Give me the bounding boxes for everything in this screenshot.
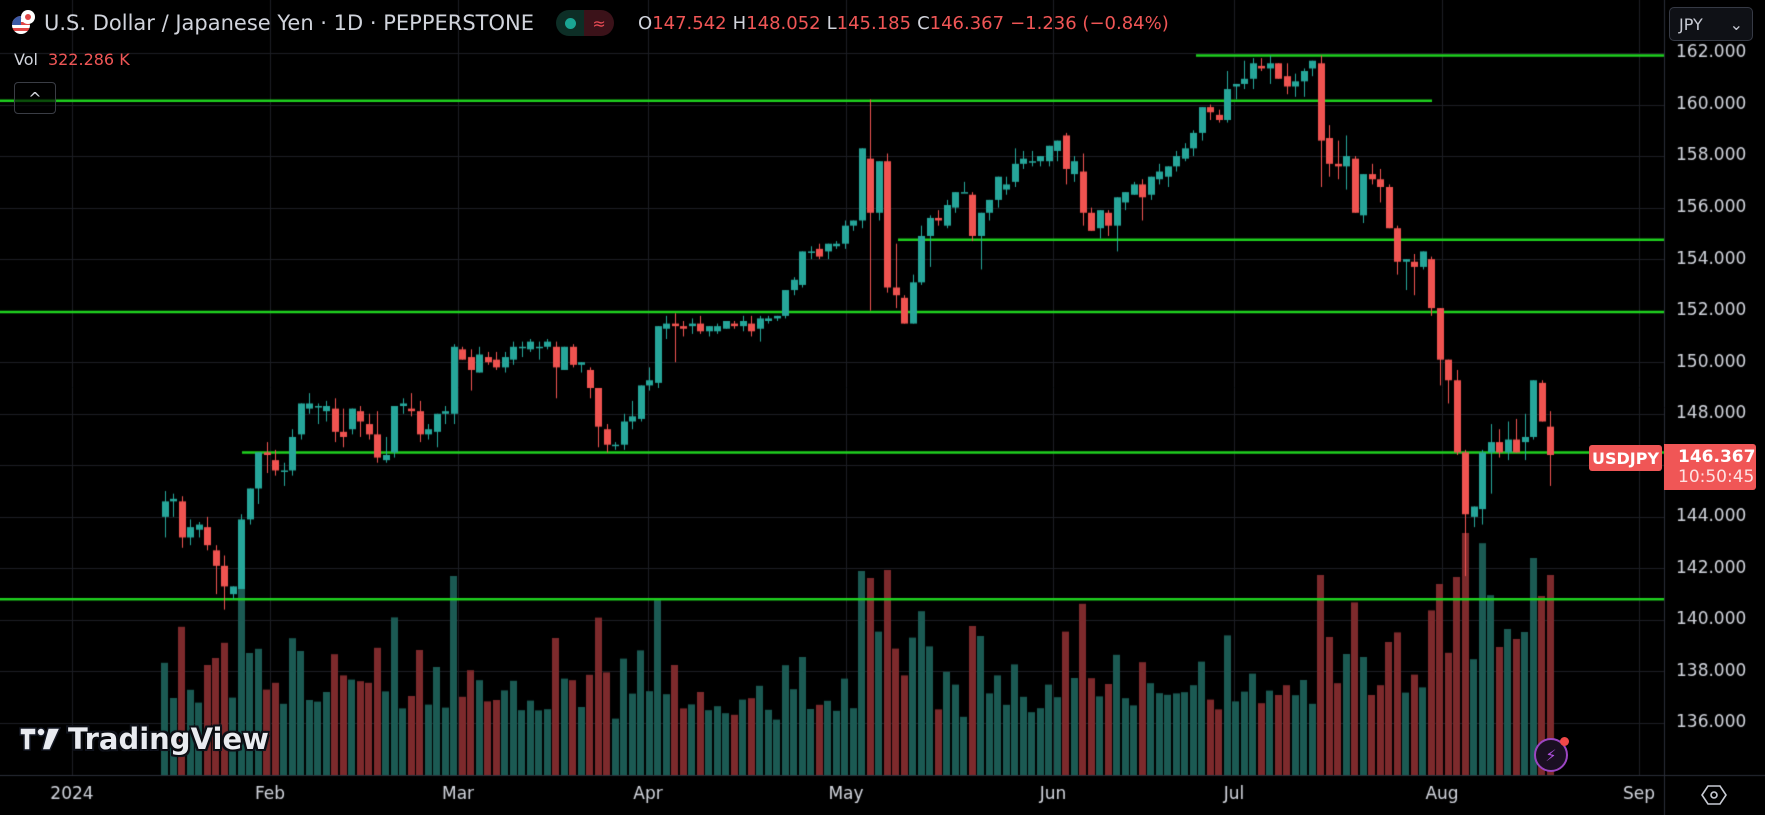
- collapse-legend-button[interactable]: ^: [14, 82, 56, 114]
- tradingview-logo-icon: [19, 727, 62, 751]
- market-status-pill[interactable]: ≈: [556, 10, 615, 36]
- close-value: 146.367: [929, 12, 1005, 34]
- close-label: C: [917, 12, 930, 34]
- wave-icon: ≈: [584, 10, 615, 36]
- chart-settings-icon[interactable]: [1700, 783, 1728, 807]
- open-value: 147.542: [652, 12, 727, 34]
- volume-value: 322.286 K: [47, 50, 130, 69]
- open-label: O: [638, 12, 653, 34]
- market-open-dot-icon: [556, 10, 585, 36]
- low-value: 145.185: [836, 12, 912, 34]
- symbol-header: U.S. Dollar / Japanese Yen · 1D · PEPPER…: [12, 10, 1169, 36]
- currency-select-value: JPY: [1679, 14, 1703, 34]
- lightning-alert-icon[interactable]: ⚡: [1534, 737, 1569, 772]
- low-label: L: [826, 12, 837, 34]
- bar-countdown: 10:50:45: [1678, 467, 1755, 487]
- currency-flags-icon: [12, 10, 36, 36]
- last-price-badge: 146.367 10:50:45: [1664, 444, 1756, 490]
- tradingview-logo[interactable]: TradingView: [18, 722, 269, 756]
- chevron-up-icon: ^: [28, 88, 42, 108]
- chevron-down-icon: ⌄: [1729, 14, 1743, 34]
- last-price-value: 146.367: [1678, 447, 1756, 467]
- high-value: 148.052: [746, 12, 821, 34]
- high-label: H: [732, 12, 747, 34]
- change-value: −1.236 (−0.84%): [1010, 12, 1169, 34]
- ohlc-values: O147.542 H148.052 L145.185 C146.367 −1.2…: [638, 13, 1169, 34]
- symbol-price-label: USDJPY: [1589, 445, 1662, 471]
- volume-legend[interactable]: Vol 322.286 K: [14, 50, 130, 69]
- currency-select[interactable]: JPY ⌄: [1669, 7, 1753, 41]
- tradingview-wordmark: TradingView: [68, 722, 269, 756]
- symbol-title[interactable]: U.S. Dollar / Japanese Yen · 1D · PEPPER…: [44, 11, 535, 35]
- volume-label: Vol: [14, 50, 38, 69]
